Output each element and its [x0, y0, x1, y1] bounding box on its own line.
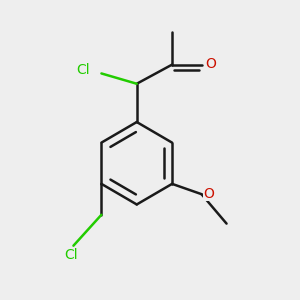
Text: Cl: Cl	[64, 248, 78, 262]
Text: Cl: Cl	[76, 63, 90, 76]
Text: O: O	[204, 187, 214, 201]
Text: O: O	[206, 57, 216, 71]
